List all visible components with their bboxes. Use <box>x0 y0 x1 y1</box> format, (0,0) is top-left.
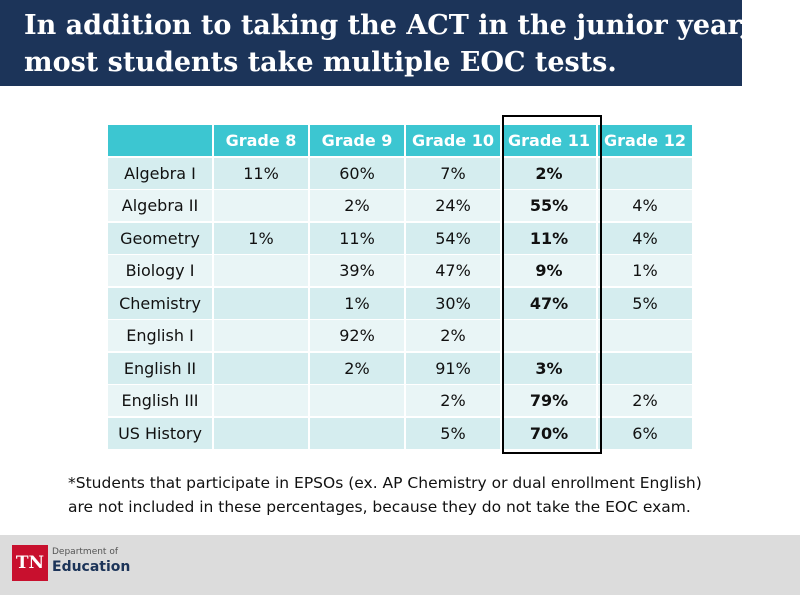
table-cell <box>310 417 406 450</box>
table-cell: 60% <box>310 157 406 190</box>
table-cell: 70% <box>502 417 598 450</box>
table-cell: 1% <box>214 222 310 255</box>
table-cell: Algebra I <box>108 157 214 190</box>
table-cell <box>214 352 310 385</box>
table-cell: Algebra II <box>108 190 214 222</box>
table-cell: 4% <box>598 222 694 255</box>
table-cell <box>214 320 310 352</box>
table-cell: 9% <box>502 255 598 287</box>
footnote: are not included in these percentages, b… <box>68 498 691 516</box>
title-line: In addition to taking the ACT in the jun… <box>24 10 750 41</box>
table-cell: 2% <box>310 190 406 222</box>
table-cell: 6% <box>598 417 694 450</box>
table-cell <box>598 320 694 352</box>
table-cell: English I <box>108 320 214 352</box>
header-cell: Grade 9 <box>310 125 406 157</box>
table-cell: 55% <box>502 190 598 222</box>
table-cell <box>214 287 310 320</box>
table-cell: Geometry <box>108 222 214 255</box>
title-line: most students take multiple EOC tests. <box>24 47 617 78</box>
table-cell <box>502 320 598 352</box>
logo-text: Department of <box>52 547 118 557</box>
table-cell <box>214 190 310 222</box>
table-cell: 92% <box>310 320 406 352</box>
table-cell: 30% <box>406 287 502 320</box>
header-cell: Grade 11 <box>502 125 598 157</box>
table-cell: 2% <box>310 352 406 385</box>
highlight-box <box>502 115 602 454</box>
table-cell: 11% <box>502 222 598 255</box>
table-cell: English III <box>108 385 214 417</box>
table-cell: 54% <box>406 222 502 255</box>
title-bar: In addition to taking the ACT in the jun… <box>0 0 749 86</box>
table-cell <box>214 255 310 287</box>
table-cell: 5% <box>598 287 694 320</box>
table-cell: 24% <box>406 190 502 222</box>
table-cell: 3% <box>502 352 598 385</box>
table-cell: 91% <box>406 352 502 385</box>
header-cell: Grade 8 <box>214 125 310 157</box>
table-cell: US History <box>108 417 214 450</box>
table-cell: English II <box>108 352 214 385</box>
table-cell <box>214 417 310 450</box>
table-cell <box>598 352 694 385</box>
table-cell <box>598 157 694 190</box>
table-cell: 5% <box>406 417 502 450</box>
table-cell: 2% <box>406 320 502 352</box>
footnote: *Students that participate in EPSOs (ex.… <box>68 474 702 492</box>
table-cell: 39% <box>310 255 406 287</box>
logo-mark: TN <box>12 545 48 581</box>
table-cell: 4% <box>598 190 694 222</box>
table-cell: Chemistry <box>108 287 214 320</box>
table-cell: 11% <box>310 222 406 255</box>
table-cell: 1% <box>598 255 694 287</box>
table-cell: 11% <box>214 157 310 190</box>
table-cell: 7% <box>406 157 502 190</box>
table-cell <box>310 385 406 417</box>
header-cell: Grade 12 <box>598 125 694 157</box>
logo-text: Education <box>52 559 131 575</box>
table-cell: Biology I <box>108 255 214 287</box>
table-cell: 2% <box>598 385 694 417</box>
table-cell: 2% <box>406 385 502 417</box>
header-cell <box>108 125 214 157</box>
table-cell: 79% <box>502 385 598 417</box>
footer: TN Department of Education <box>0 535 800 595</box>
header-cell: Grade 10 <box>406 125 502 157</box>
table-cell: 2% <box>502 157 598 190</box>
table-cell: 47% <box>502 287 598 320</box>
table-cell <box>214 385 310 417</box>
table-cell: 1% <box>310 287 406 320</box>
table-cell: 47% <box>406 255 502 287</box>
